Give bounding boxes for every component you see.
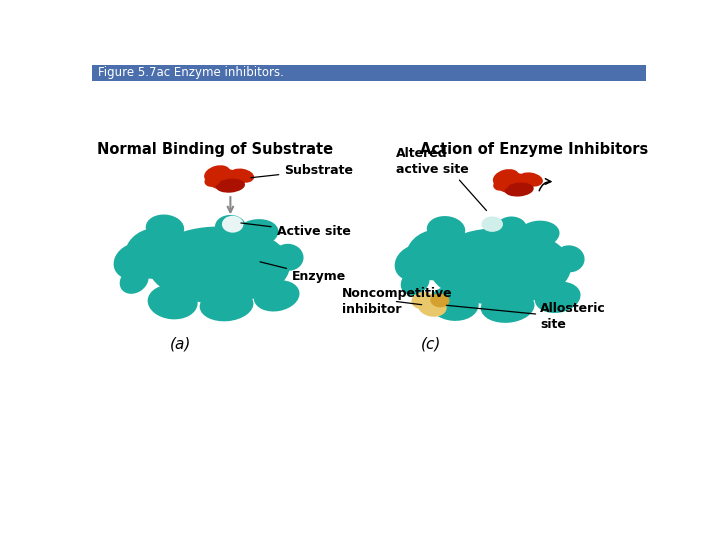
- Text: (c): (c): [420, 336, 441, 351]
- Ellipse shape: [216, 179, 245, 193]
- Ellipse shape: [517, 221, 559, 248]
- Ellipse shape: [148, 226, 290, 303]
- Ellipse shape: [427, 216, 465, 243]
- Ellipse shape: [253, 280, 300, 312]
- Ellipse shape: [494, 172, 534, 194]
- Ellipse shape: [554, 245, 585, 272]
- Text: Action of Enzyme Inhibitors: Action of Enzyme Inhibitors: [420, 142, 649, 157]
- Ellipse shape: [481, 291, 534, 323]
- Ellipse shape: [204, 174, 221, 187]
- Text: Altered
active site: Altered active site: [396, 147, 469, 176]
- Ellipse shape: [493, 178, 510, 191]
- Ellipse shape: [505, 183, 534, 197]
- Ellipse shape: [428, 286, 479, 321]
- Ellipse shape: [406, 230, 463, 280]
- Ellipse shape: [120, 267, 148, 294]
- Ellipse shape: [431, 293, 449, 307]
- Ellipse shape: [125, 228, 182, 279]
- Text: Substrate: Substrate: [251, 164, 354, 178]
- Text: Normal Binding of Substrate: Normal Binding of Substrate: [97, 142, 333, 157]
- Ellipse shape: [230, 168, 254, 183]
- Ellipse shape: [482, 217, 503, 232]
- Ellipse shape: [496, 217, 527, 240]
- Ellipse shape: [518, 172, 543, 187]
- Ellipse shape: [148, 285, 197, 319]
- FancyBboxPatch shape: [92, 65, 647, 80]
- Text: (a): (a): [170, 336, 191, 351]
- Ellipse shape: [222, 215, 243, 233]
- Ellipse shape: [395, 245, 436, 281]
- Ellipse shape: [199, 289, 253, 321]
- Ellipse shape: [411, 292, 434, 309]
- Text: Noncompetitive
inhibitor: Noncompetitive inhibitor: [342, 287, 453, 316]
- Ellipse shape: [493, 169, 519, 187]
- Text: Figure 5.7ac Enzyme inhibitors.: Figure 5.7ac Enzyme inhibitors.: [98, 66, 284, 79]
- Ellipse shape: [215, 215, 246, 238]
- Text: Enzyme: Enzyme: [260, 262, 346, 283]
- Ellipse shape: [114, 243, 155, 279]
- Text: Allosteric
site: Allosteric site: [540, 302, 606, 331]
- Text: Active site: Active site: [241, 223, 351, 238]
- Ellipse shape: [236, 219, 279, 246]
- Ellipse shape: [204, 165, 230, 183]
- Ellipse shape: [418, 296, 446, 317]
- Ellipse shape: [205, 168, 245, 191]
- Ellipse shape: [401, 268, 430, 295]
- Ellipse shape: [428, 228, 571, 305]
- Ellipse shape: [145, 214, 184, 241]
- Ellipse shape: [273, 244, 304, 271]
- Ellipse shape: [535, 282, 580, 313]
